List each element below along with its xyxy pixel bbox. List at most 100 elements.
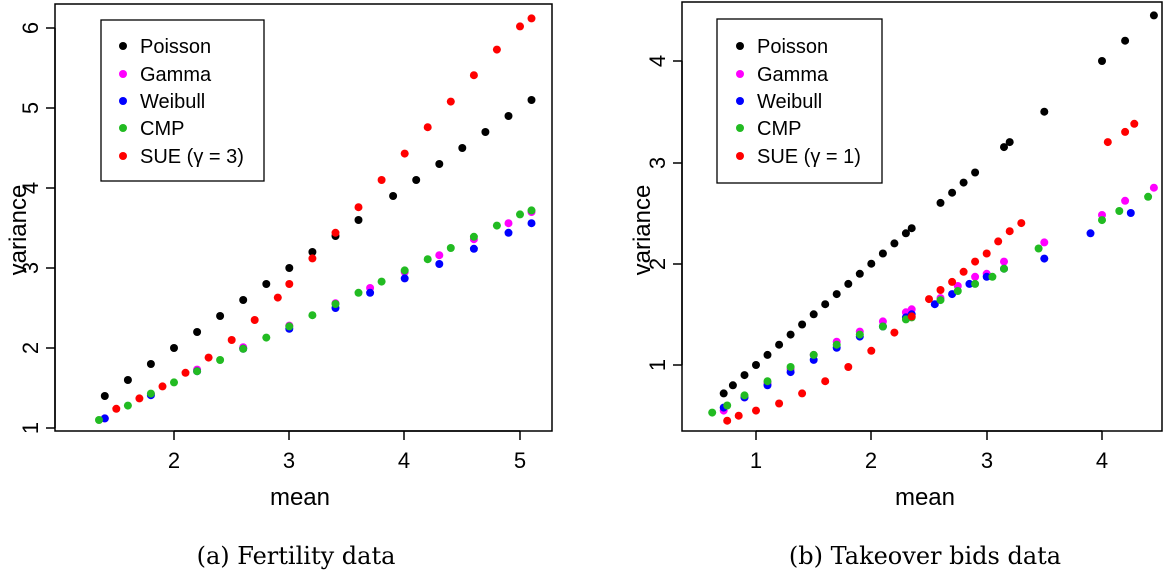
panel-a-sue-point	[400, 149, 409, 158]
panel-b-gamma-point	[1040, 238, 1049, 247]
panel-b-cmp-point	[971, 279, 980, 288]
panel-b-legend: Poisson Gamma Weibull CMP SUE (γ = 1)	[716, 18, 883, 184]
panel-a-x-axis-title: mean	[270, 484, 330, 511]
panel-a-y-tick-label: 3	[18, 262, 43, 274]
panel-b-poisson-point	[855, 269, 864, 278]
panel-b-legend-box	[716, 18, 883, 184]
panel-b-cmp-point	[878, 322, 887, 331]
panel-b-x-tick-label: 4	[1096, 448, 1108, 473]
panel-a-sue-point	[204, 353, 213, 362]
panel-a-y-tick-label: 2	[18, 342, 43, 354]
panel-a-x-tick-label: 3	[283, 448, 295, 473]
panel-b-takeover-bids: 1 2 3 4 mean 1 2 3 4 variance Poisson	[629, 1, 1163, 570]
panel-b-sue-point	[867, 346, 876, 355]
panel-a-y-tick-label: 6	[18, 22, 43, 34]
panel-b-weibull-point	[965, 279, 974, 288]
panel-a-legend: Poisson Gamma Weibull CMP SUE (γ = 3)	[100, 19, 265, 182]
panel-b-poisson-point	[1005, 138, 1014, 147]
panel-a-y-tick-label: 1	[18, 422, 43, 434]
panel-a-sue-point	[285, 280, 294, 288]
panel-a-poisson-point	[481, 128, 490, 136]
panel-b-y-axis-title: variance	[629, 185, 656, 276]
panel-b-legend-marker-cmp	[736, 124, 744, 132]
panel-b-weibull-point	[1040, 254, 1049, 263]
panel-b-poisson-point	[936, 198, 945, 207]
panel-a-y-tick-label: 5	[18, 102, 43, 114]
panel-b-poisson-point	[798, 320, 807, 329]
panel-b-poisson-point	[786, 330, 795, 339]
panel-b-x-tick-label: 2	[865, 448, 877, 473]
panel-b-cmp-point	[1034, 244, 1043, 253]
panel-a-sue-point	[354, 203, 363, 212]
panel-b-cmp-point	[936, 296, 945, 305]
panel-a-cmp-point	[469, 232, 478, 241]
panel-a-legend-marker-gamma	[119, 70, 127, 78]
panel-a-x-tick-label: 4	[398, 448, 410, 473]
panel-b-sue-point	[948, 277, 957, 286]
panel-b-weibull-point	[930, 300, 939, 309]
panel-a-x-axis: 2 3 4 5 mean	[168, 430, 526, 511]
panel-a-gamma-point	[435, 251, 444, 260]
panel-b-cmp-point	[740, 391, 749, 400]
panel-a-weibull-point	[527, 219, 536, 228]
panel-a-series-cmp	[95, 206, 536, 424]
panel-b-poisson-point	[844, 279, 853, 288]
panel-b-weibull-point	[1086, 229, 1095, 238]
panel-b-cmp-point	[832, 340, 841, 349]
panel-b-sue-point	[890, 328, 899, 337]
panel-b-poisson-point	[832, 290, 841, 299]
panel-b-gamma-point	[1149, 183, 1158, 192]
panel-b-x-tick-label: 1	[750, 448, 762, 473]
panel-a-legend-marker-weibull	[119, 97, 127, 105]
panel-b-poisson-point	[728, 381, 737, 390]
panel-a-cmp-point	[123, 401, 132, 410]
panel-b-poisson-point	[1040, 107, 1049, 116]
panel-b-legend-marker-sue	[736, 152, 744, 160]
panel-b-legend-label-poisson: Poisson	[757, 36, 828, 58]
panel-b-y-axis: 1 2 3 4 variance	[629, 55, 683, 371]
panel-a-gamma-point	[504, 219, 513, 228]
panel-b-poisson-point	[740, 371, 749, 380]
panel-b-sue-point	[723, 416, 732, 425]
panel-b-sue-point	[982, 249, 991, 258]
panel-a-poisson-point	[435, 160, 444, 168]
panel-b-legend-label-sue: SUE (γ = 1)	[757, 146, 861, 168]
panel-a-cmp-point	[331, 300, 340, 308]
panel-a-poisson-point	[354, 216, 363, 224]
panel-b-poisson-point	[948, 188, 957, 197]
panel-b-poisson-point	[719, 389, 728, 398]
panel-a-series-sue	[112, 14, 536, 413]
panel-b-y-tick-label: 4	[645, 55, 670, 67]
panel-b-sue-point	[1005, 227, 1014, 236]
panel-b-sue-point	[821, 377, 830, 386]
panel-a-poisson-point	[504, 112, 513, 120]
panel-a-cmp-point	[95, 416, 103, 424]
panel-b-sue-point	[752, 406, 760, 415]
panel-a-legend-marker-poisson	[119, 42, 127, 50]
panel-a-cmp-point	[193, 367, 202, 376]
panel-b-gamma-point	[971, 272, 980, 281]
panel-a-legend-item-cmp: CMP	[119, 118, 184, 140]
panel-a-sue-point	[446, 97, 455, 106]
panel-a-poisson-point	[458, 144, 467, 152]
panel-a-sue-point	[308, 254, 317, 263]
panel-a-cmp-point	[516, 210, 524, 219]
panel-a-sue-point	[527, 14, 536, 23]
panel-b-legend-item-sue: SUE (γ = 1)	[736, 146, 861, 168]
panel-a-cmp-point	[377, 277, 386, 286]
panel-a-weibull-point	[435, 260, 444, 268]
panel-b-sue-point	[1103, 138, 1112, 147]
panel-b-poisson-point	[907, 224, 916, 233]
panel-a-legend-label-sue: SUE (γ = 3)	[140, 146, 244, 168]
panel-a-legend-label-weibull: Weibull	[140, 91, 205, 113]
panel-a-poisson-point	[412, 176, 421, 184]
panel-b-cmp-point	[1115, 207, 1124, 215]
panel-b-sue-point	[1017, 219, 1026, 228]
panel-a-points	[95, 14, 536, 424]
panel-b-sue-point	[734, 411, 743, 420]
panel-b-poisson-point	[867, 259, 876, 268]
panel-a-cmp-point	[423, 255, 432, 264]
panel-b-x-tick-label: 3	[981, 448, 993, 473]
panel-a-cmp-point	[446, 244, 455, 252]
panel-b-legend-label-cmp: CMP	[757, 118, 801, 140]
